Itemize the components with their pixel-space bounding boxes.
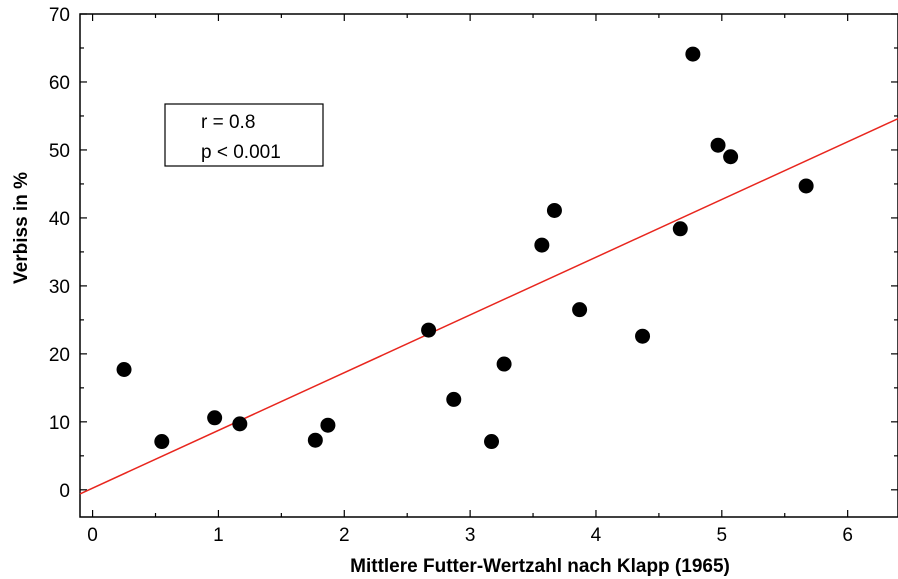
data-point	[307, 432, 323, 448]
data-point	[798, 178, 814, 194]
annotation-r: r = 0.8	[201, 112, 255, 133]
x-tick-label: 6	[842, 525, 853, 546]
y-tick-label: 60	[49, 73, 70, 94]
data-point	[116, 361, 132, 377]
y-tick-label: 0	[59, 481, 70, 502]
regression-line	[79, 117, 898, 495]
data-point	[685, 46, 701, 62]
data-point	[320, 417, 336, 433]
stats-annotation: r = 0.8 p < 0.001	[164, 103, 324, 167]
y-axis-ticks: 0 10 20 30 40 50 60 70	[49, 5, 898, 502]
y-tick-label: 40	[49, 209, 70, 230]
data-points	[116, 46, 814, 450]
annotation-p: p < 0.001	[201, 142, 281, 163]
data-point	[572, 302, 588, 318]
data-point	[546, 202, 562, 218]
x-tick-label: 0	[87, 525, 98, 546]
y-tick-label: 70	[49, 5, 70, 26]
data-point	[635, 328, 651, 344]
data-point	[496, 356, 512, 372]
data-point	[710, 137, 726, 153]
data-point	[421, 322, 437, 338]
x-tick-label: 5	[717, 525, 728, 546]
y-tick-label: 20	[49, 345, 70, 366]
data-point	[232, 416, 248, 432]
x-tick-label: 4	[591, 525, 602, 546]
x-axis-ticks: 0 1 2 3 4 5 6	[87, 14, 853, 546]
y-tick-label: 50	[49, 141, 70, 162]
x-tick-label: 2	[339, 525, 350, 546]
data-point	[484, 434, 500, 450]
data-point	[723, 149, 739, 165]
data-point	[207, 410, 223, 426]
x-axis-title: Mittlere Futter-Wertzahl nach Klapp (196…	[350, 556, 730, 577]
data-point	[534, 237, 550, 253]
plot-frame	[79, 13, 898, 518]
data-point	[672, 221, 688, 237]
data-point	[446, 391, 462, 407]
x-tick-label: 3	[465, 525, 476, 546]
y-axis-title: Verbiss in %	[11, 172, 32, 284]
x-tick-label: 1	[213, 525, 224, 546]
y-tick-label: 30	[49, 277, 70, 298]
annotation-box	[164, 103, 324, 167]
data-point	[154, 434, 170, 450]
y-tick-label: 10	[49, 413, 70, 434]
